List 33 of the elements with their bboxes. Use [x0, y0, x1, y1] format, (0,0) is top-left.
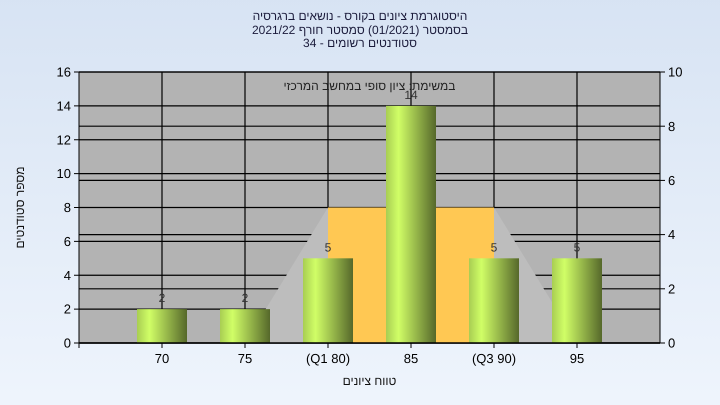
y-tick-label: 2: [64, 302, 71, 317]
y-tick-label: 14: [56, 98, 71, 114]
x-axis-title: טווח ציונים: [342, 374, 397, 388]
y2-tick-label: 6: [668, 172, 676, 188]
data-label: 5: [324, 240, 332, 254]
x-tick-label: 85: [404, 351, 418, 366]
chart-title: היסטוגרמת ציונים בקורס - נושאים ברגרסיה: [252, 9, 468, 23]
bar: [303, 258, 353, 343]
bar: [220, 309, 270, 343]
y2-tick-label: 8: [668, 118, 676, 134]
bar: [469, 258, 519, 343]
chart-subtitle: בסמסטר (01/2021) סמסטר חורף 2021/22 סטודנטים רשומים - 34: [252, 23, 468, 50]
x-tick-label: (Q3 90): [472, 351, 516, 366]
y-tick-label: 4: [64, 268, 71, 283]
bar: [137, 309, 187, 343]
data-label: 5: [490, 240, 498, 254]
y-tick-label: 0: [64, 336, 71, 351]
bar: [552, 258, 602, 343]
bar: [386, 106, 436, 343]
x-tick-label: (Q1 80): [306, 351, 350, 366]
y2-tick-label: 0: [668, 336, 676, 351]
y-tick-label: 8: [64, 200, 71, 216]
y2-tick-label: 2: [668, 281, 676, 296]
y-tick-label: 10: [56, 166, 71, 182]
y-tick-label: 16: [56, 64, 71, 80]
x-tick-label: 70: [154, 351, 170, 366]
y-axis-title: מספר סטודנטים: [13, 166, 27, 249]
y2-tick-label: 4: [668, 227, 676, 242]
y2-tick-label: 10: [668, 64, 682, 80]
y-tick-label: 12: [56, 132, 71, 148]
x-tick-label: 95: [570, 351, 584, 366]
y-tick-label: 6: [64, 234, 71, 249]
x-tick-label: 75: [238, 351, 252, 366]
